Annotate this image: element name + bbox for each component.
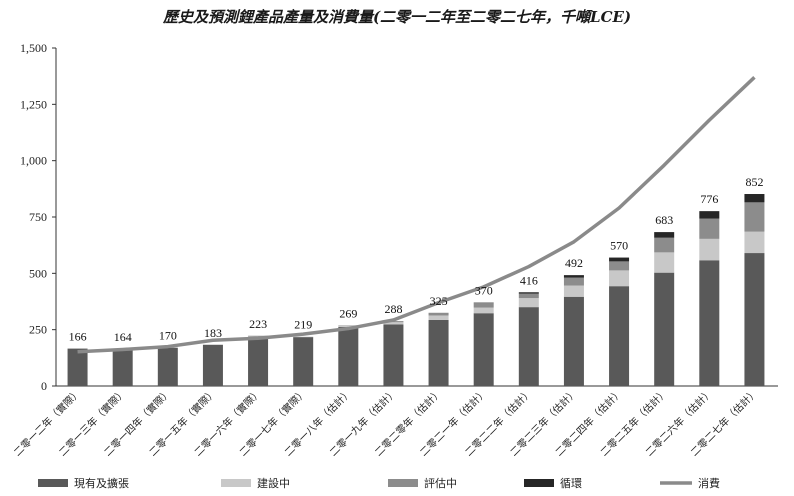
bar-segment-1: [338, 325, 359, 327]
x-tick-labels: 二零一二年（實際）二零一三年（實際）二零一四年（實際）二零一五年（實際）二零一六…: [11, 386, 761, 459]
bar-segment-2: [248, 335, 269, 337]
bar-segment-2: [473, 303, 494, 308]
total-label: 492: [565, 256, 583, 270]
bar-segment-0: [699, 260, 720, 386]
y-tick-label: 1,250: [20, 97, 47, 111]
total-label: 852: [745, 175, 763, 189]
legend-label: 現有及擴張: [74, 476, 129, 490]
total-label: 269: [339, 306, 357, 320]
y-tick-label: 1,000: [20, 154, 47, 168]
bar-segment-0: [518, 307, 539, 386]
bar-segment-0: [157, 347, 178, 386]
bar-segment-1: [609, 270, 630, 287]
bar-segment-3: [518, 292, 539, 294]
bar-segment-3: [563, 275, 584, 278]
total-label: 570: [610, 239, 628, 253]
y-tick-label: 500: [29, 266, 47, 280]
legend: 現有及擴張 建設中 評估中 循環 消費: [38, 476, 720, 490]
bar-segment-1: [699, 238, 720, 261]
chart-title: 歷史及預測鋰產品產量及消費量(二零一二年至二零二七年，千噸LCE): [162, 8, 631, 26]
bar-segment-0: [428, 319, 449, 386]
y-tick-label: 0: [41, 379, 47, 393]
y-tick-label: 250: [29, 323, 47, 337]
legend-label: 評估中: [424, 476, 457, 490]
legend-swatch-2: [388, 479, 418, 487]
total-label: 776: [700, 192, 718, 206]
bar-segment-3: [744, 194, 765, 203]
bar-segment-1: [563, 285, 584, 297]
bars: [67, 194, 765, 386]
legend-label: 消費: [698, 476, 720, 490]
bar-segment-0: [383, 324, 404, 386]
bar-segment-2: [563, 277, 584, 286]
bar-segment-0: [202, 344, 223, 386]
bar-segment-1: [383, 322, 404, 325]
bar-segment-2: [428, 312, 449, 316]
y-tick-label: 1,500: [20, 41, 47, 55]
legend-swatch-0: [38, 479, 68, 487]
total-label: 370: [475, 284, 493, 298]
total-label: 223: [249, 317, 267, 331]
total-label: 164: [114, 330, 132, 344]
bar-segment-1: [654, 252, 675, 273]
total-label: 166: [69, 330, 87, 344]
bar-segment-3: [654, 232, 675, 238]
total-label: 416: [520, 273, 538, 287]
bar-segment-0: [338, 326, 359, 386]
bar-segment-2: [654, 237, 675, 253]
total-label: 170: [159, 329, 177, 343]
consumption-line-group: [77, 76, 756, 354]
bar-segment-1: [428, 315, 449, 320]
bar-segment-0: [112, 349, 133, 386]
bar-segment-0: [609, 286, 630, 386]
bar-segment-0: [293, 337, 314, 386]
bar-segment-1: [744, 231, 765, 254]
total-labels: 166 164 170 183 223 219 269 288 325 370 416 492 570 6…: [69, 175, 764, 344]
legend-label: 建設中: [257, 476, 290, 490]
bar-segment-3: [609, 257, 630, 262]
bar-segment-0: [654, 272, 675, 386]
total-label: 183: [204, 326, 222, 340]
bar-segment-0: [248, 337, 269, 386]
bar-segment-2: [609, 261, 630, 271]
bar-segment-2: [699, 218, 720, 239]
total-label: 683: [655, 213, 673, 227]
bar-segment-0: [473, 313, 494, 386]
bar-segment-0: [744, 253, 765, 386]
bar-segment-0: [67, 348, 88, 386]
total-label: 288: [384, 302, 402, 316]
consumption-line: [77, 76, 756, 354]
total-label: 219: [294, 318, 312, 332]
legend-swatch-3: [524, 479, 554, 487]
legend-swatch-1: [221, 479, 251, 487]
bar-segment-2: [518, 293, 539, 299]
bar-segment-1: [518, 298, 539, 308]
total-label: 325: [430, 294, 448, 308]
y-tick-label: 750: [29, 210, 47, 224]
bar-segment-3: [699, 211, 720, 219]
legend-label: 循環: [560, 477, 582, 490]
bar-segment-1: [473, 307, 494, 314]
bar-segment-0: [563, 296, 584, 386]
y-ticks: 0 250 500 750 1,000 1,250 1,500: [20, 41, 56, 393]
bar-segment-2: [744, 202, 765, 232]
